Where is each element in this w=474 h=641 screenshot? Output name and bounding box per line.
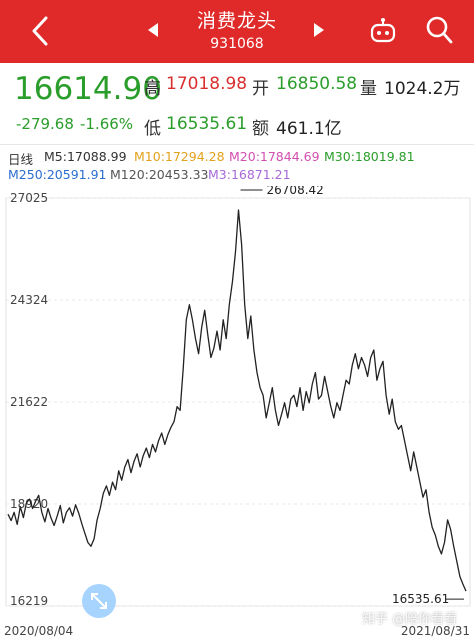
- change-value: -279.68: [16, 115, 74, 133]
- amount-value: 461.1亿: [276, 119, 342, 139]
- quote-panel: 16614.90 高 17018.98 开 16850.58 量 1024.2万…: [0, 63, 474, 145]
- ma120-label: M120:20453.33: [110, 167, 209, 182]
- change-percent: -1.66%: [80, 115, 134, 133]
- open-label: 开: [252, 79, 269, 99]
- ma250-label: M250:20591.91: [8, 167, 107, 182]
- open-value: 16850.58: [276, 74, 358, 94]
- chart-grid: [5, 197, 471, 607]
- volume-label: 量: [360, 79, 377, 99]
- high-value: 17018.98: [166, 74, 248, 94]
- chart-frame: [5, 197, 471, 607]
- volume-value: 1024.2万: [384, 79, 461, 99]
- x-axis-start-date: 2020/08/04: [4, 624, 73, 638]
- robot-icon[interactable]: [368, 16, 398, 46]
- ma3-label: M3:16871.21: [208, 167, 291, 182]
- index-code: 931068: [210, 36, 264, 52]
- ma5-label: M5:17088.99: [44, 149, 127, 164]
- last-price: 16614.90: [14, 71, 162, 107]
- period-selector[interactable]: 日线: [8, 152, 34, 167]
- high-label: 高: [144, 79, 161, 99]
- header-bar: 消费龙头 931068: [0, 0, 474, 63]
- y-tick-label: 27025: [10, 191, 48, 205]
- amount-label: 额: [252, 119, 269, 139]
- back-arrow-icon[interactable]: [26, 14, 56, 48]
- next-triangle-icon[interactable]: [312, 22, 326, 38]
- page-title: 消费龙头: [196, 10, 277, 32]
- low-value: 16535.61: [166, 114, 248, 134]
- y-tick-label: 24324: [10, 293, 48, 307]
- divider: [0, 144, 474, 145]
- low-annotation: 16535.61: [392, 592, 449, 606]
- ma20-label: M20:17844.69: [229, 149, 320, 164]
- price-series-line: [7, 209, 467, 592]
- y-tick-label: 21622: [10, 395, 48, 409]
- watermark: 知乎 @陪你看看: [362, 612, 458, 627]
- low-label: 低: [144, 119, 161, 139]
- prev-triangle-icon[interactable]: [146, 22, 160, 38]
- fullscreen-button[interactable]: [82, 584, 116, 618]
- expand-arrows-icon: [91, 593, 107, 609]
- high-annotation: 26708.42: [267, 186, 324, 197]
- ma10-label: M10:17294.28: [134, 149, 225, 164]
- y-tick-label: 16219: [10, 594, 48, 608]
- search-icon[interactable]: [424, 14, 454, 46]
- ma30-label: M30:18019.81: [324, 149, 415, 164]
- x-axis-end-date: 2021/08/31: [401, 624, 470, 638]
